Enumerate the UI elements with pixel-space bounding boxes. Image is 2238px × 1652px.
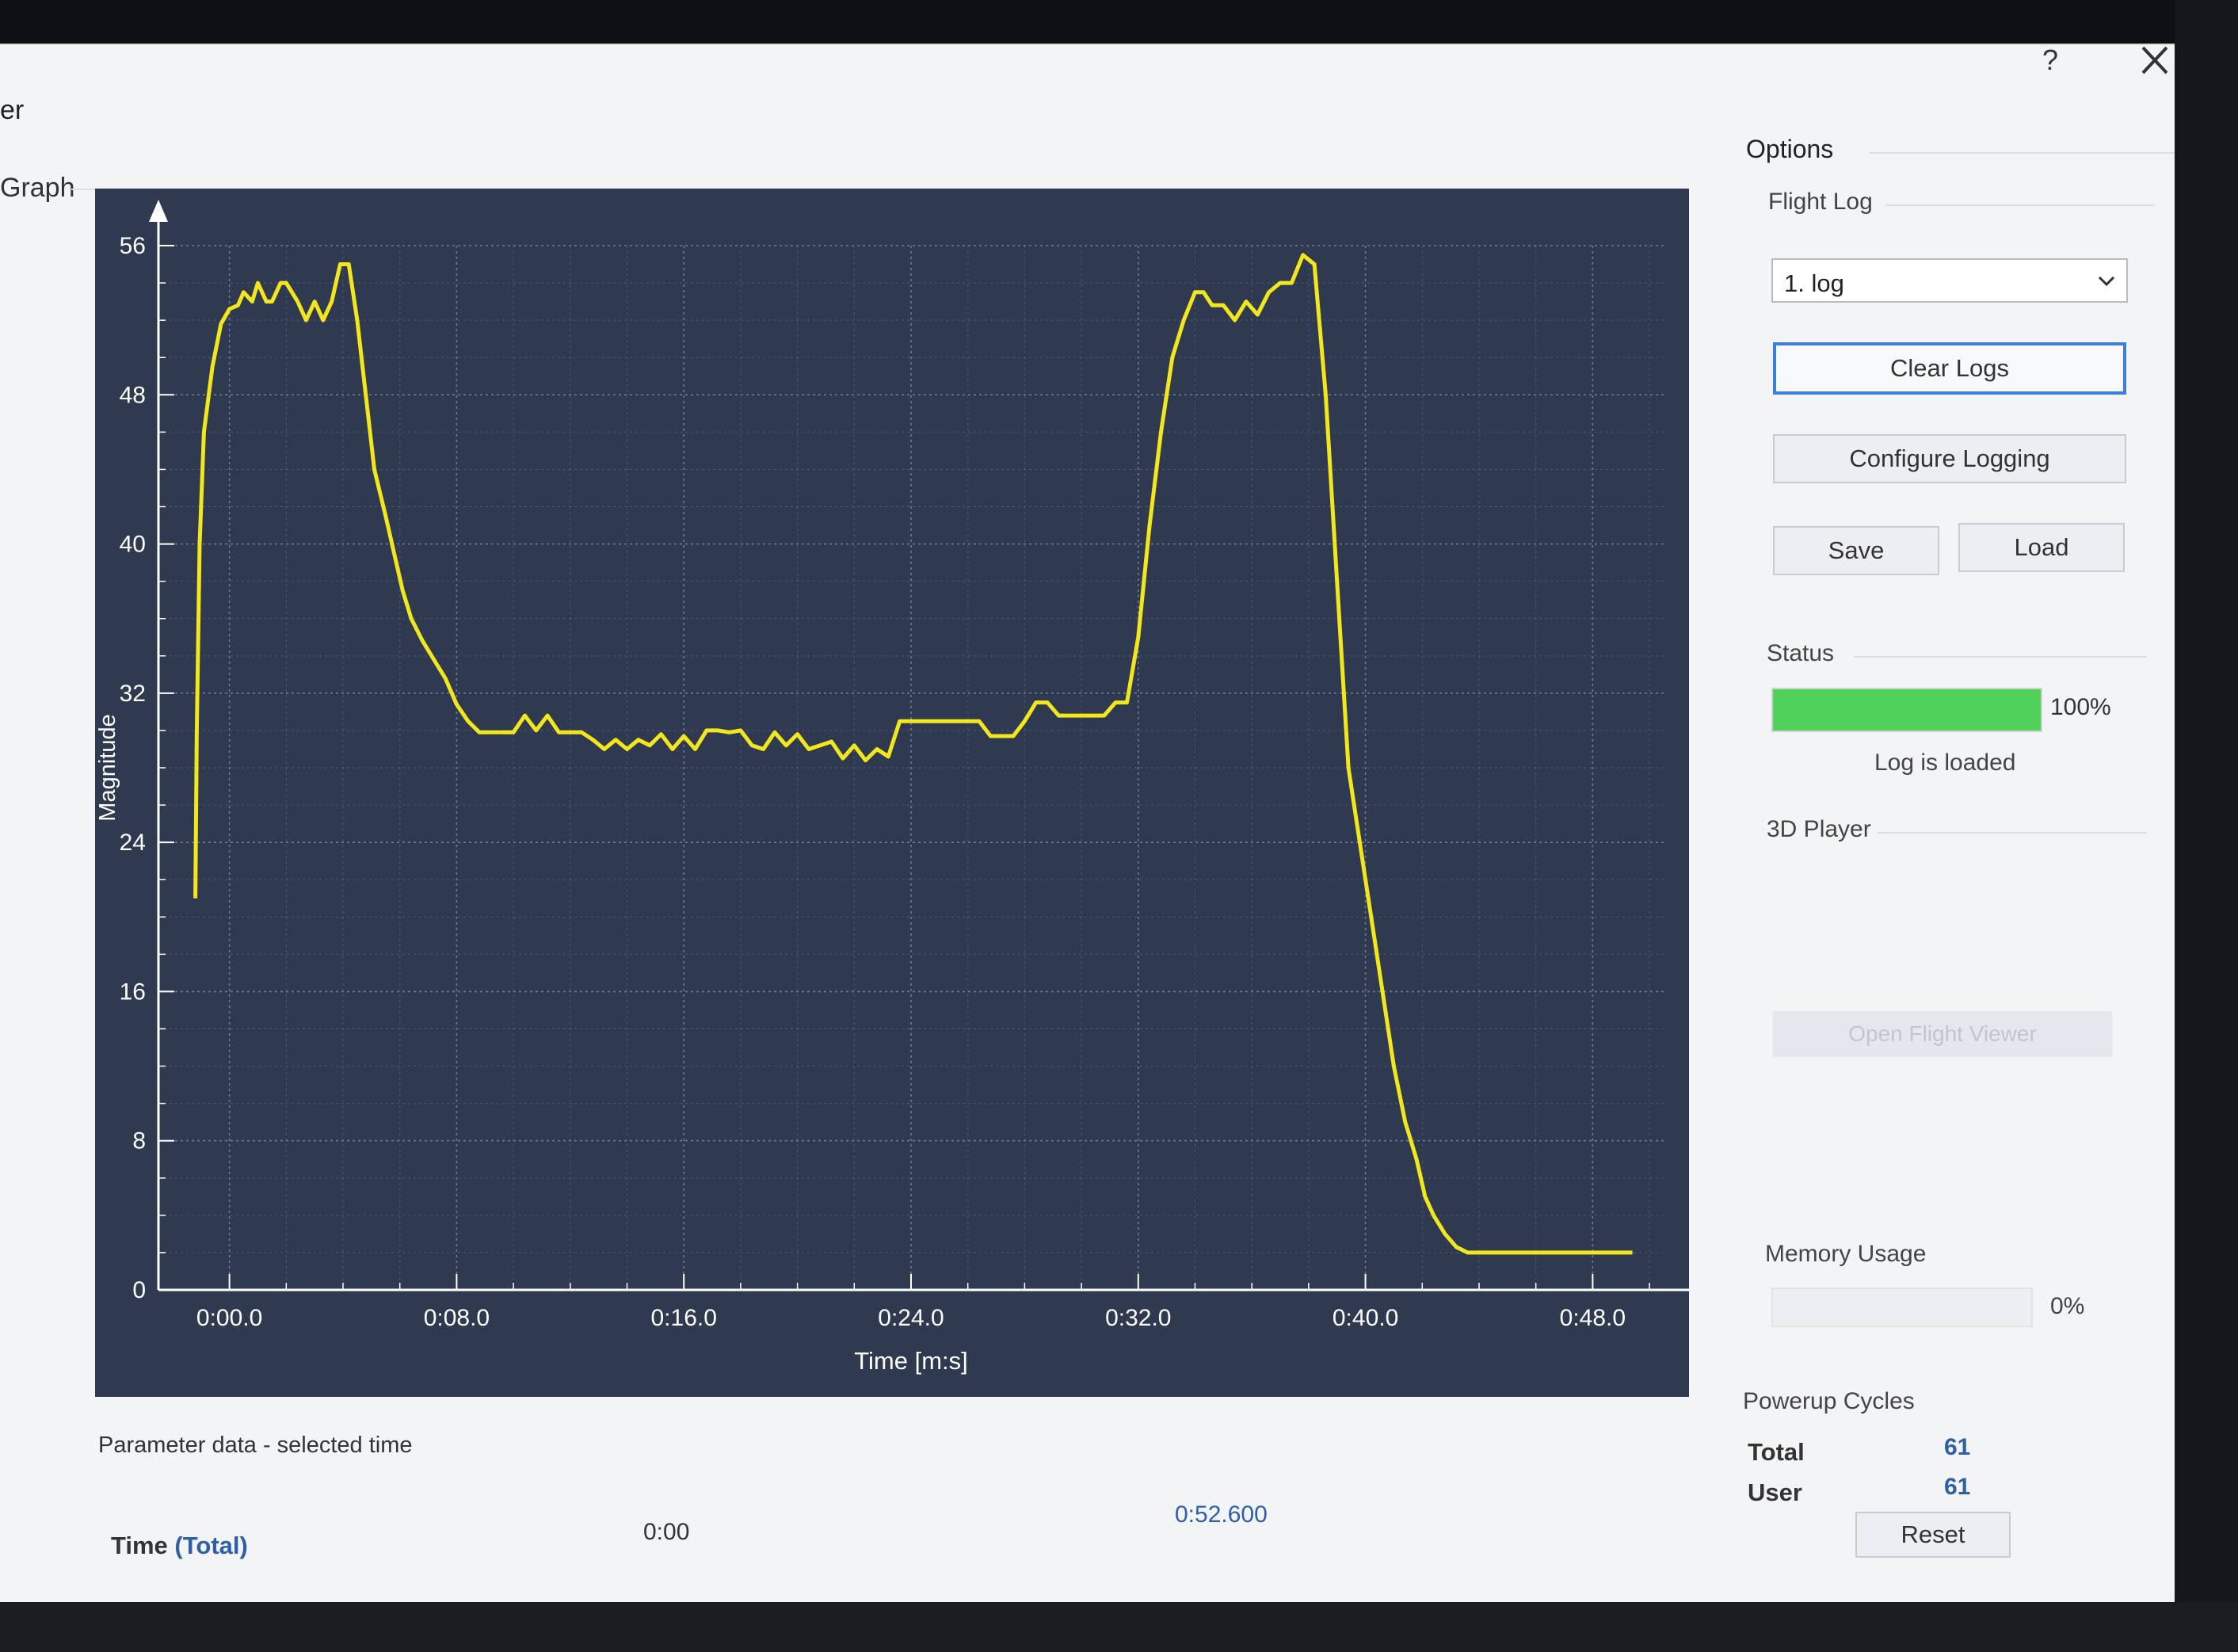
flight-log-select-value: 1. log <box>1784 269 1844 297</box>
x-tick-label: 0:16.0 <box>650 1305 716 1331</box>
x-tick-label: 0:24.0 <box>878 1305 944 1331</box>
y-tick-label: 0 <box>132 1277 146 1303</box>
powerup-user-value: 61 <box>1944 1474 1971 1500</box>
parameter-data-label: Parameter data - selected time <box>98 1433 413 1458</box>
powerup-total-value: 61 <box>1944 1434 1971 1460</box>
chevron-down-icon <box>2098 276 2115 287</box>
reset-button[interactable]: Reset <box>1855 1512 2011 1558</box>
chart-axes <box>149 200 1689 1291</box>
status-group-border <box>1854 656 2147 658</box>
3d-player-label: 3D Player <box>1767 816 1871 842</box>
flight-log-group-border <box>1885 204 2155 206</box>
time-start-value: 0:00 <box>643 1519 690 1545</box>
window-title: er <box>0 95 25 125</box>
monitor-bezel-bottom <box>0 1602 2238 1652</box>
x-tick-label: 0:48.0 <box>1560 1305 1626 1331</box>
time-end-value: 0:52.600 <box>1175 1501 1268 1528</box>
flight-log-label: Flight Log <box>1768 189 1873 215</box>
y-tick-label: 48 <box>120 382 146 408</box>
powerup-cycles-label: Powerup Cycles <box>1743 1388 1915 1414</box>
y-tick-label: 16 <box>120 979 146 1005</box>
y-tick-label: 8 <box>132 1128 146 1154</box>
chart-svg: 0 8 16 24 32 40 48 56 0:00.0 0:08.0 0:16.0 0:24.0 0:… <box>95 200 1689 1375</box>
powerup-user-label: User <box>1748 1478 1802 1506</box>
memory-usage-label: Memory Usage <box>1765 1241 1927 1267</box>
status-progress-bar <box>1771 688 2042 732</box>
magnitude-series-line <box>193 253 1633 1255</box>
powerup-total-label: Total <box>1748 1438 1805 1466</box>
3d-player-group-border <box>1878 832 2147 834</box>
y-axis-title: Magnitude <box>95 714 120 821</box>
help-button[interactable]: ? <box>2042 44 2059 76</box>
load-button[interactable]: Load <box>1958 523 2125 572</box>
x-axis-title: Time [m:s] <box>854 1347 968 1375</box>
monitor-bezel-right <box>2175 0 2238 1652</box>
y-tick-label: 24 <box>120 830 146 856</box>
status-progress-fill <box>1773 689 2041 731</box>
close-button[interactable] <box>2135 41 2175 79</box>
graph-group-label: Graph <box>0 173 75 203</box>
clear-logs-button[interactable]: Clear Logs <box>1773 342 2126 395</box>
chart-grid <box>158 245 1664 1291</box>
memory-usage-percent: 0% <box>2050 1293 2085 1319</box>
chart-ticks: 0 8 16 24 32 40 48 56 0:00.0 0:08.0 0:16.0 0:24.0 0:… <box>95 233 1650 1375</box>
graph-group-border <box>71 189 95 190</box>
y-tick-label: 40 <box>120 532 146 558</box>
memory-usage-bar <box>1771 1288 2033 1327</box>
options-title: Options <box>1746 135 1834 163</box>
status-percent: 100% <box>2050 694 2111 720</box>
close-icon <box>2141 46 2168 74</box>
y-tick-label: 56 <box>120 233 146 259</box>
y-tick-label: 32 <box>120 681 146 707</box>
y-axis-arrow <box>149 200 168 222</box>
status-label: Status <box>1767 640 1835 666</box>
x-tick-label: 0:08.0 <box>424 1305 490 1331</box>
x-tick-label: 0:40.0 <box>1333 1305 1398 1331</box>
chart-series <box>193 253 1633 1255</box>
save-button[interactable]: Save <box>1773 526 1939 575</box>
status-message: Log is loaded <box>1874 750 2016 776</box>
x-tick-label: 0:32.0 <box>1105 1305 1171 1331</box>
magnitude-chart[interactable]: 0 8 16 24 32 40 48 56 0:00.0 0:08.0 0:16.0 0:24.0 0:… <box>95 189 1689 1397</box>
configure-logging-button[interactable]: Configure Logging <box>1773 434 2126 483</box>
options-group-border <box>1870 152 2175 154</box>
time-mode-link[interactable]: (Total) <box>174 1532 248 1559</box>
time-label: Time (Total) <box>111 1532 248 1560</box>
x-tick-label: 0:00.0 <box>196 1305 262 1331</box>
time-label-text: Time <box>111 1532 168 1559</box>
flight-log-select[interactable]: 1. log <box>1771 258 2128 303</box>
open-flight-viewer-button[interactable]: Open Flight Viewer <box>1773 1011 2112 1057</box>
